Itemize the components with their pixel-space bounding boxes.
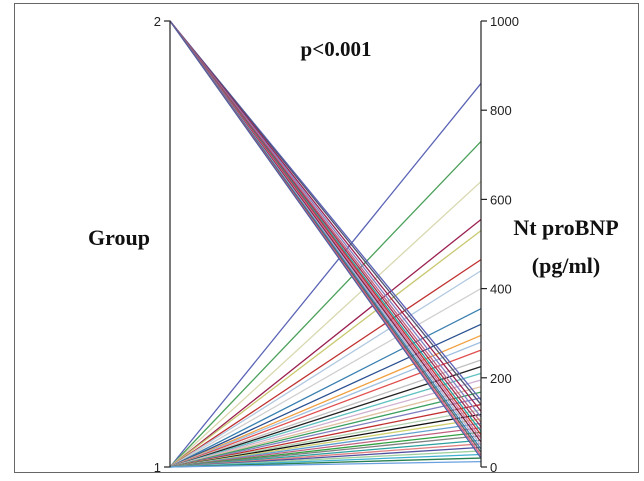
right-tick-label-200: 200 (490, 371, 512, 386)
series-line-12 (169, 341, 482, 468)
series-line-28 (169, 435, 482, 468)
right-axis-ticks: 0 200 400 600 800 1000 (481, 14, 519, 475)
series-line-6 (169, 259, 482, 468)
series-line-37 (169, 20, 482, 405)
series-line-24 (169, 418, 482, 468)
series-line-3 (169, 181, 482, 468)
series-line-35 (169, 460, 482, 468)
right-axis-label-line-2: (pg/ml) (532, 253, 600, 278)
series-line-20 (169, 397, 482, 468)
series-line-2 (169, 140, 482, 468)
right-tick-label-600: 600 (490, 192, 512, 207)
right-axis-label-line-1: Nt proBNP (513, 215, 618, 240)
series-line-26 (169, 427, 482, 468)
series-line-16 (169, 372, 482, 468)
left-axis-label: Group (88, 225, 150, 250)
left-tick-label-2: 2 (154, 14, 161, 29)
series-line-8 (169, 288, 482, 468)
series-line-23 (169, 413, 482, 468)
series-line-50 (169, 20, 482, 459)
series-line-1 (169, 83, 482, 468)
series-line-7 (169, 270, 482, 468)
series-line-5 (169, 230, 482, 468)
left-axis-ticks: 12 (154, 14, 170, 475)
series-line-4 (169, 218, 482, 468)
series-line-11 (169, 334, 482, 468)
series-line-17 (169, 379, 482, 468)
right-tick-label-0: 0 (490, 460, 497, 475)
right-tick-label-1000: 1000 (490, 14, 519, 29)
left-tick-label-1: 1 (154, 460, 161, 475)
series-line-18 (169, 386, 482, 468)
axes (169, 21, 482, 467)
right-tick-label-800: 800 (490, 103, 512, 118)
series-line-25 (169, 422, 482, 468)
p-value-annotation: p<0.001 (301, 37, 372, 61)
series-lines (169, 20, 482, 468)
right-tick-label-400: 400 (490, 282, 512, 297)
series-line-22 (169, 409, 482, 468)
series-line-19 (169, 391, 482, 468)
series-line-10 (169, 323, 482, 468)
series-line-21 (169, 403, 482, 468)
series-line-9 (169, 308, 482, 468)
